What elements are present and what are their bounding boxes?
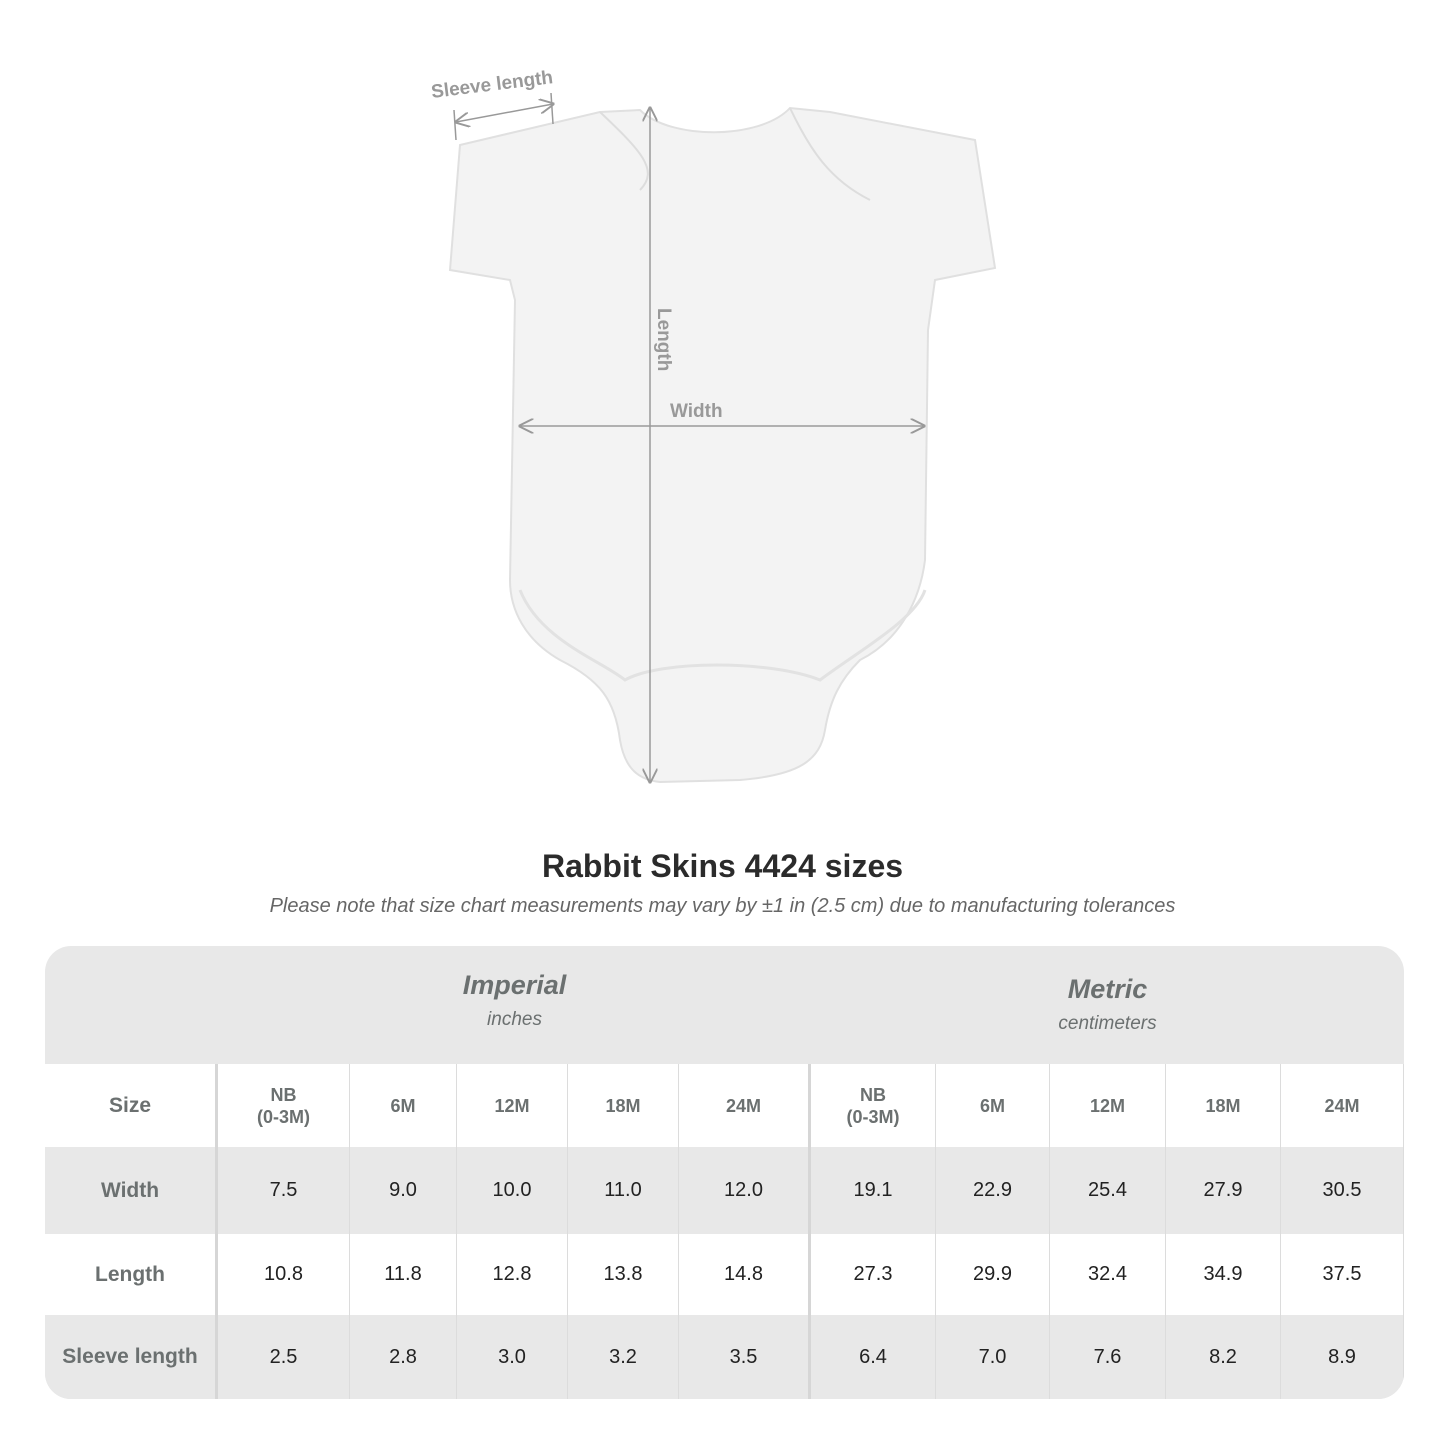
value-cell: 14.8 <box>679 1234 811 1315</box>
metric-header: Metric centimeters <box>811 974 1404 1092</box>
value-cell: 27.3 <box>811 1234 936 1315</box>
metric-label: Metric <box>1067 974 1148 1004</box>
value-cell: 8.9 <box>1281 1315 1404 1399</box>
table-row: Sleeve length 2.5 2.8 3.0 3.2 3.5 6.4 7.0 7.6 8.2… <box>45 1315 1404 1399</box>
size-header-cell: 18M <box>1166 1064 1281 1147</box>
value-cell: 12.8 <box>457 1234 568 1315</box>
width-label: Width <box>670 401 723 422</box>
value-cell: 30.5 <box>1281 1147 1404 1234</box>
value-cell: 7.0 <box>936 1315 1050 1399</box>
size-header-cell: 18M <box>568 1064 679 1147</box>
imperial-label: Imperial <box>462 970 567 1000</box>
value-cell: 12.0 <box>679 1147 811 1234</box>
value-cell: 6.4 <box>811 1315 936 1399</box>
length-measure: Length <box>650 108 674 782</box>
value-cell: 27.9 <box>1166 1147 1281 1234</box>
row-label: Width <box>45 1147 218 1234</box>
imperial-header: Imperial inches <box>218 970 811 1088</box>
size-header-cell: NB (0-3M) <box>218 1064 350 1147</box>
value-cell: 32.4 <box>1050 1234 1166 1315</box>
value-cell: 2.5 <box>218 1315 350 1399</box>
value-cell: 37.5 <box>1281 1234 1404 1315</box>
row-label: Length <box>45 1234 218 1315</box>
size-header-cell: 6M <box>936 1064 1050 1147</box>
value-cell: 25.4 <box>1050 1147 1166 1234</box>
value-cell: 13.8 <box>568 1234 679 1315</box>
length-label: Length <box>653 308 674 371</box>
value-cell: 2.8 <box>350 1315 457 1399</box>
size-header-cell: 24M <box>679 1064 811 1147</box>
size-table: Imperial inches Metric centimeters Size N… <box>45 946 1404 1399</box>
value-cell: 11.8 <box>350 1234 457 1315</box>
value-cell: 10.0 <box>457 1147 568 1234</box>
chart-title: Rabbit Skins 4424 sizes <box>541 848 904 884</box>
value-cell: 19.1 <box>811 1147 936 1234</box>
value-cell: 3.0 <box>457 1315 568 1399</box>
metric-unit: centimeters <box>1058 1013 1157 1034</box>
value-cell: 7.5 <box>218 1147 350 1234</box>
row-label: Sleeve length <box>45 1315 218 1399</box>
onesie-image <box>448 106 997 784</box>
value-cell: 9.0 <box>350 1147 457 1234</box>
table-row: Length 10.8 11.8 12.8 13.8 14.8 27.3 29.9 32.4 34… <box>45 1234 1404 1315</box>
size-column-header: Size <box>45 1064 218 1147</box>
value-cell: 22.9 <box>936 1147 1050 1234</box>
size-header-cell: 12M <box>457 1064 568 1147</box>
hem-seam <box>518 589 927 682</box>
value-cell: 29.9 <box>936 1234 1050 1315</box>
size-header-row: Size NB (0-3M) 6M 12M 18M 24M NB (0-3M) 6M 12M 18… <box>45 1064 1404 1147</box>
value-cell: 34.9 <box>1166 1234 1281 1315</box>
size-header-cell: 12M <box>1050 1064 1166 1147</box>
value-cell: 7.6 <box>1050 1315 1166 1399</box>
width-measure: Width <box>520 401 924 426</box>
size-header-cell: 6M <box>350 1064 457 1147</box>
value-cell: 8.2 <box>1166 1315 1281 1399</box>
value-cell: 3.2 <box>568 1315 679 1399</box>
size-header-cell: 24M <box>1281 1064 1404 1147</box>
table-row: Width 7.5 9.0 10.0 11.0 12.0 19.1 22.9 25.4 27.9 3… <box>45 1147 1404 1234</box>
tolerance-note: Please note that size chart measurements… <box>269 895 1176 917</box>
imperial-unit: inches <box>487 1009 542 1030</box>
sleeve-length-label: Sleeve length <box>430 67 554 103</box>
value-cell: 10.8 <box>218 1234 350 1315</box>
value-cell: 11.0 <box>568 1147 679 1234</box>
onesie-measurement-diagram: Sleeve length Length Width <box>430 67 997 820</box>
size-header-cell: NB (0-3M) <box>811 1064 936 1147</box>
value-cell: 3.5 <box>679 1315 811 1399</box>
